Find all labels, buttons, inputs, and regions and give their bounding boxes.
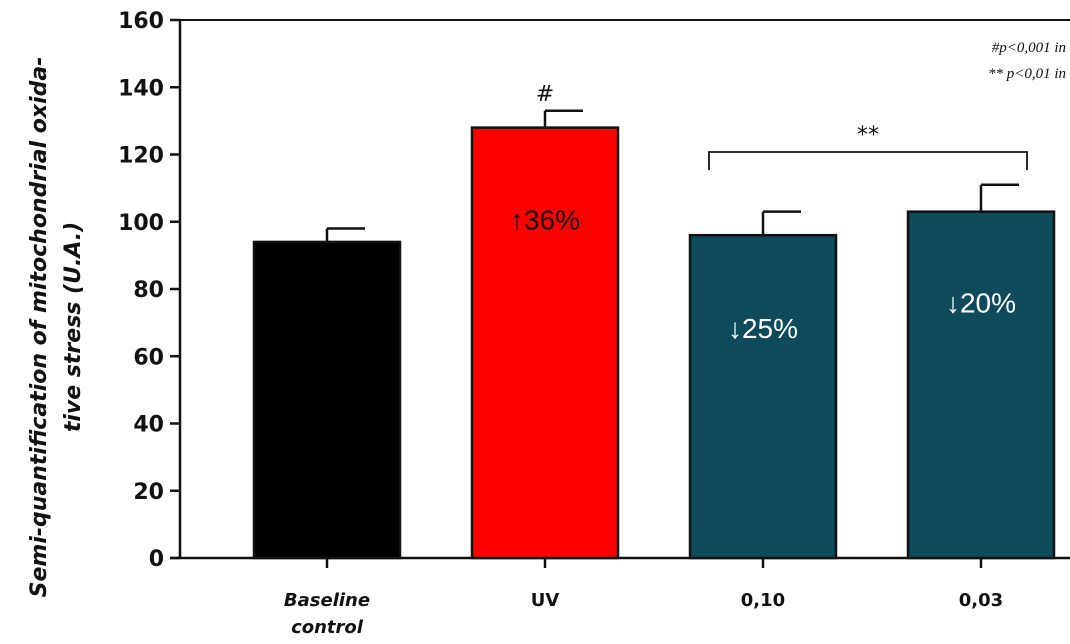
bar-data-label: ↓20%: [946, 288, 1016, 319]
x-tick-label: 0,10: [741, 590, 785, 611]
bar: [470, 126, 620, 560]
y-tick-label: 60: [133, 345, 164, 370]
y-tick-label: 140: [118, 76, 164, 101]
y-tick-label: 160: [118, 9, 164, 34]
y-axis-title: tive stress (U.A.): [61, 222, 86, 432]
y-tick-label: 20: [133, 480, 164, 505]
y-tick-label: 100: [118, 211, 164, 236]
y-axis-title: Semi-quantification of mitochondrial oxi…: [27, 57, 52, 598]
bar-data-label: ↑36%: [510, 205, 580, 236]
bar: [688, 233, 838, 560]
bar-data-label: ↓25%: [728, 313, 798, 344]
significance-bracket: [708, 151, 1028, 170]
bar: [906, 210, 1056, 560]
y-tick-label: 0: [149, 547, 164, 572]
x-tick-label: Baseline: [284, 590, 370, 611]
bar: [252, 240, 402, 560]
y-tick-label: 120: [118, 144, 164, 169]
y-tick-label: 40: [133, 413, 164, 438]
legend-note: #p<0,001 in: [992, 40, 1066, 56]
x-tick-label: control: [291, 617, 364, 638]
y-axis-label: Semi-quantification of mitochondrial oxi…: [27, 57, 86, 598]
annotations: # ** #p<0,001 in ** p<0,01 in: [536, 40, 1066, 170]
bracket-label: **: [857, 123, 879, 148]
bars: ↑36% ↓25% ↓20%: [252, 109, 1056, 560]
x-axis: Baseline control UV 0,10 0,03: [284, 558, 1003, 638]
y-tick-label: 80: [133, 278, 164, 303]
x-tick-label: 0,03: [959, 590, 1003, 611]
uv-significance-marker: #: [536, 82, 554, 107]
x-tick-label: UV: [531, 590, 560, 611]
legend-note: ** p<0,01 in: [988, 66, 1066, 82]
